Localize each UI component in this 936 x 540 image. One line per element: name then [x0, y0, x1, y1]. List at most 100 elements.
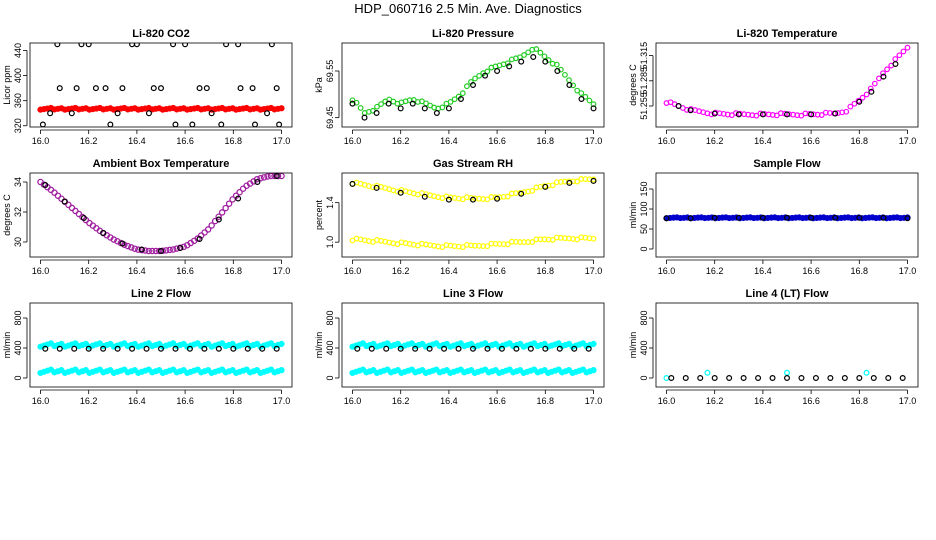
data-point: [85, 43, 92, 48]
data-point: [818, 112, 825, 118]
plot-area: [37, 43, 285, 127]
y-axis-label: ml/min: [628, 202, 638, 229]
y-tick-label: 400: [13, 340, 23, 355]
data-point: [863, 91, 870, 98]
data-point: [349, 100, 356, 107]
data-point: [578, 90, 585, 96]
x-tick-label: 17.0: [273, 136, 291, 146]
data-point: [260, 174, 268, 181]
panel-title: Sample Flow: [753, 158, 821, 170]
x-tick-label: 16.6: [802, 396, 820, 406]
y-tick-label: 50: [639, 224, 649, 234]
data-point: [102, 85, 109, 92]
data-point: [412, 345, 419, 352]
x-tick-label: 16.4: [440, 396, 458, 406]
x-tick-label: 16.2: [706, 396, 724, 406]
series-averages: [354, 345, 592, 352]
data-point: [549, 182, 556, 189]
data-point: [138, 246, 145, 253]
data-point: [549, 237, 556, 243]
data-point: [494, 67, 501, 74]
data-point: [755, 375, 762, 382]
data-point: [208, 222, 215, 229]
data-point: [203, 85, 210, 92]
x-tick-label: 16.8: [851, 396, 869, 406]
series-averages: [349, 177, 597, 203]
x-tick-label: 16.0: [658, 136, 676, 146]
y-axis-label: degrees C: [628, 64, 638, 106]
panel-gas-rh: Gas Stream RH percent 16.0 16.2 16.4 16.6 16.8…: [314, 158, 605, 276]
data-point: [521, 52, 527, 58]
data-point: [361, 114, 368, 121]
data-point: [249, 85, 256, 92]
x-tick-label: 16.4: [128, 396, 146, 406]
data-point: [578, 95, 585, 102]
y-tick-label: 51.315: [639, 42, 649, 70]
x-tick-label: 16.0: [344, 266, 362, 276]
data-point: [463, 83, 470, 90]
data-point: [433, 109, 440, 116]
series-instrument: [663, 44, 911, 119]
data-point: [880, 73, 887, 80]
y-tick-label: 100: [639, 201, 649, 216]
data-point: [354, 345, 361, 352]
y-tick-label: 400: [639, 340, 649, 355]
data-point: [373, 109, 380, 116]
series-upper: [349, 340, 597, 350]
data-point: [856, 214, 863, 221]
data-point: [385, 100, 392, 107]
data-point: [149, 247, 156, 255]
y-axis-label: percent: [314, 199, 324, 230]
data-point: [244, 345, 251, 352]
data-point: [172, 345, 179, 352]
plot-frame: [29, 302, 293, 388]
data-point: [169, 246, 177, 253]
series-lower: [349, 234, 597, 251]
data-point: [230, 345, 237, 352]
data-point: [832, 214, 839, 221]
y-axis-label: ml/min: [314, 332, 324, 359]
data-point: [196, 236, 203, 243]
x-tick-label: 16.6: [802, 266, 820, 276]
plot-area: [349, 46, 597, 121]
x-tick-label: 16.4: [754, 266, 772, 276]
data-point: [476, 72, 483, 79]
y-axis-label: kPa: [314, 77, 324, 93]
data-point: [783, 369, 790, 376]
plot-area: [663, 214, 911, 222]
x-tick-label: 17.0: [585, 396, 603, 406]
y-tick-label: 51.285: [639, 67, 649, 95]
y-tick-label: 320: [13, 118, 23, 133]
series-averages: [663, 214, 911, 222]
data-point: [135, 246, 142, 253]
data-point: [863, 369, 870, 376]
data-point: [236, 188, 243, 196]
y-tick-label: 30: [13, 237, 23, 247]
data-point: [349, 97, 356, 104]
y-tick-label: 69.45: [325, 106, 335, 129]
data-point: [173, 245, 180, 252]
data-point: [470, 345, 477, 352]
data-point: [870, 375, 877, 382]
data-point: [851, 100, 858, 107]
x-tick-label: 16.2: [80, 396, 98, 406]
data-point: [704, 369, 711, 376]
data-point: [421, 105, 428, 112]
series-instrument: [37, 173, 285, 255]
y-axis-label: Licor ppm: [2, 65, 12, 105]
data-point: [682, 375, 689, 382]
data-point: [711, 214, 718, 221]
y-tick-label: 32: [13, 207, 23, 217]
data-point: [397, 189, 404, 196]
panel-line4-flow: Line 4 (LT) Flow ml/min 16.0 16.2 16.4 16.6 16…: [628, 288, 919, 406]
data-point: [114, 110, 121, 117]
y-tick-label: 1.0: [325, 236, 335, 249]
series-averages: [668, 375, 906, 382]
data-point: [397, 105, 404, 112]
y-tick-label: 800: [639, 310, 649, 325]
x-tick-label: 16.0: [32, 396, 50, 406]
data-point: [856, 375, 863, 382]
x-tick-label: 16.2: [80, 266, 98, 276]
y-tick-label: 360: [13, 93, 23, 108]
data-point: [273, 173, 280, 180]
